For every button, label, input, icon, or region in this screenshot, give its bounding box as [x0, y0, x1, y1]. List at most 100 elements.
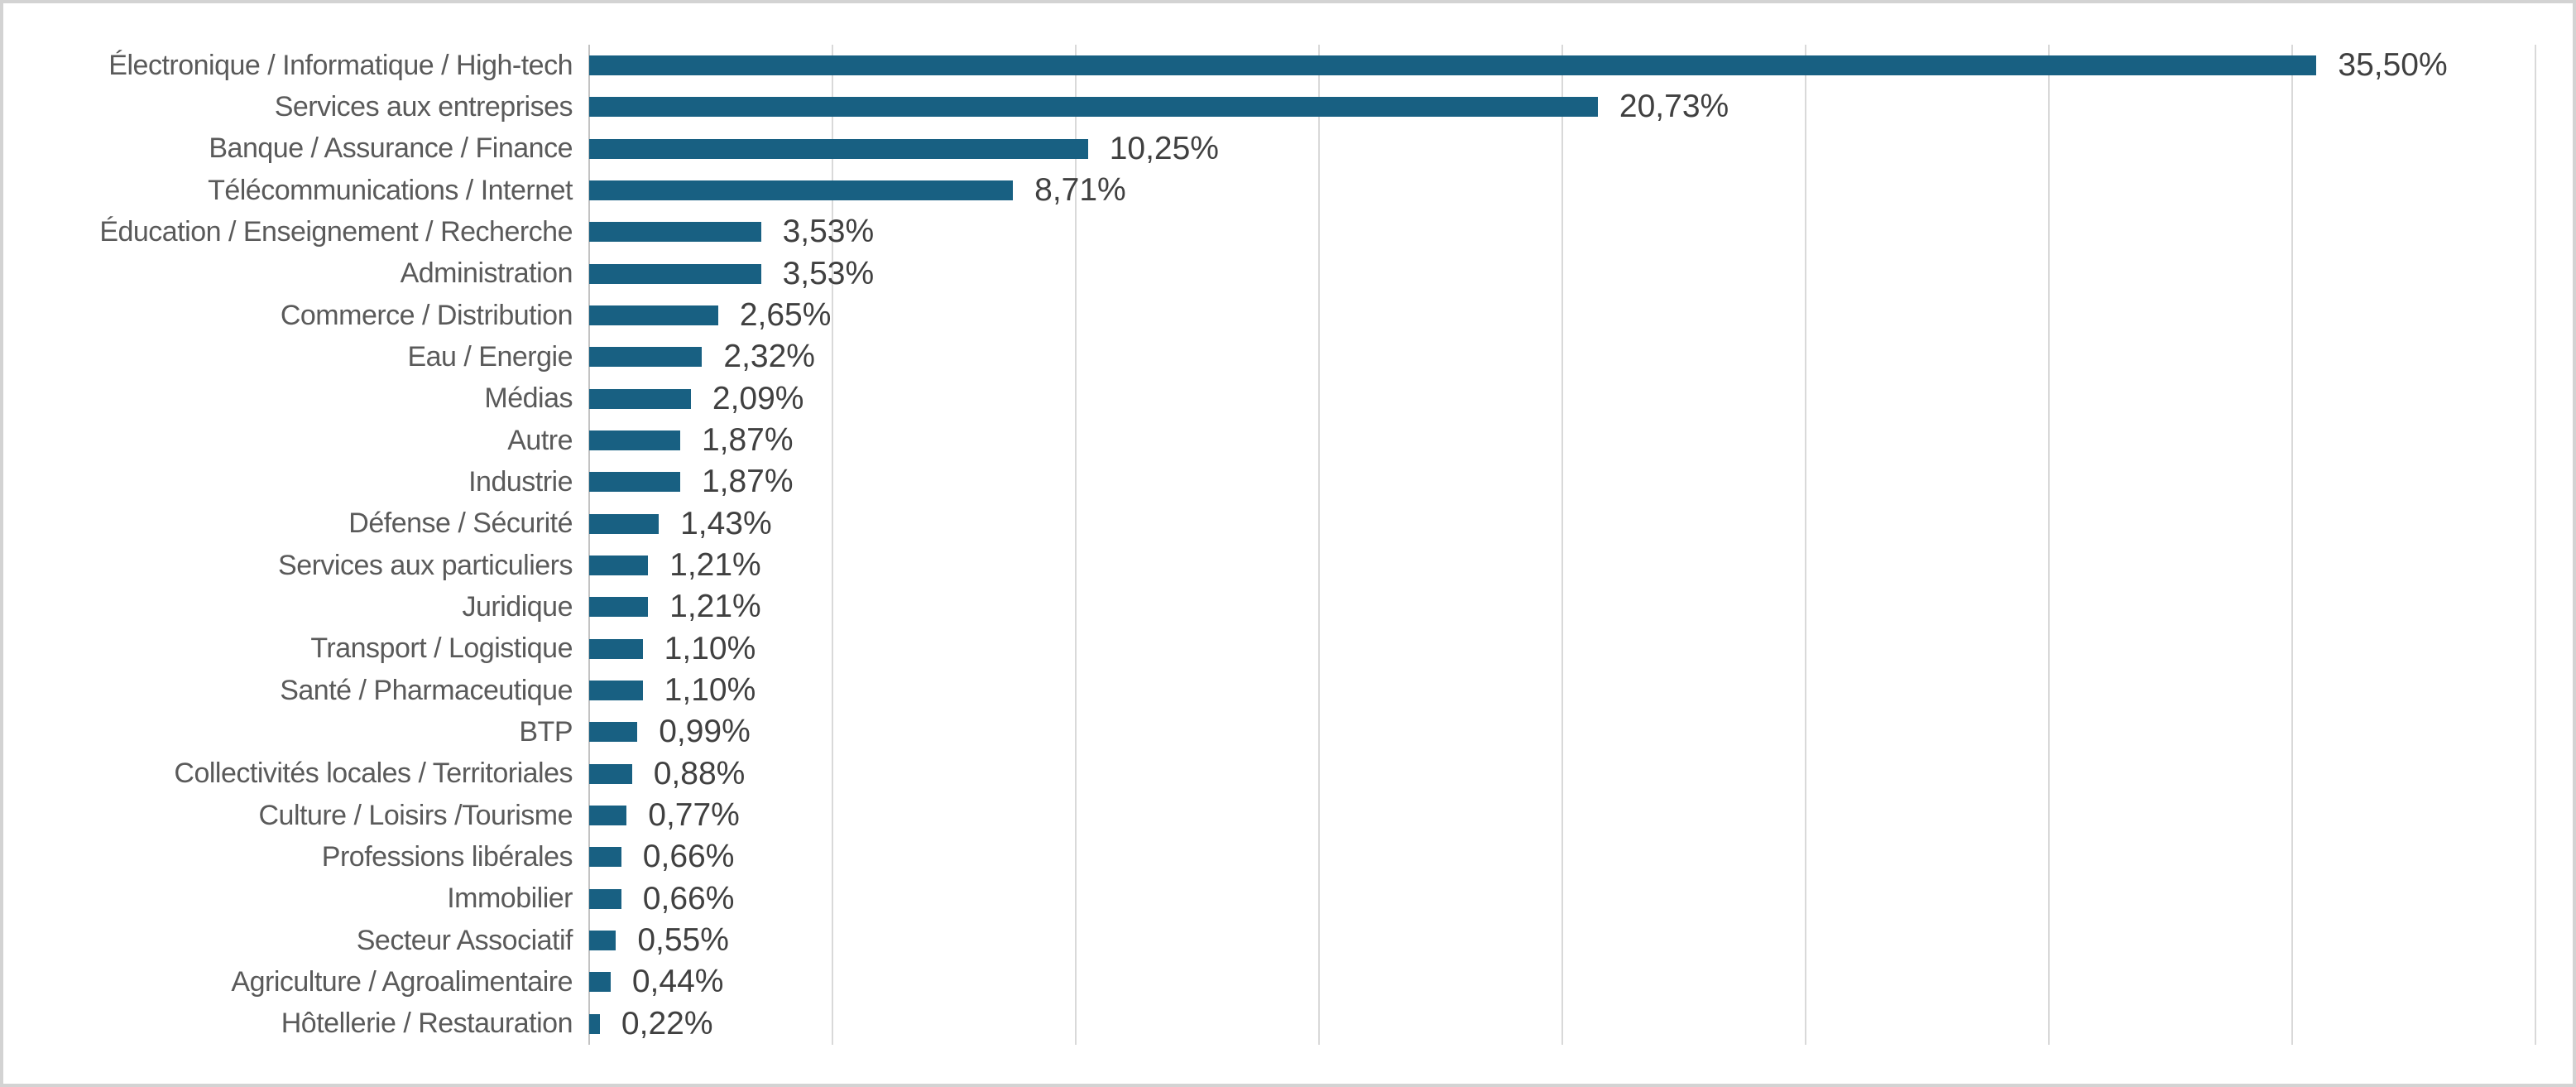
category-label: Hôtellerie / Restauration [281, 1008, 573, 1040]
value-label: 0,66% [642, 839, 735, 875]
value-label: 1,43% [680, 505, 772, 541]
bar [589, 1013, 600, 1034]
category-label: Médias [484, 382, 573, 415]
chart-row: Administration 3,53% [3, 253, 2573, 295]
category-label: Éducation / Enseignement / Recherche [99, 215, 573, 248]
chart-row: Autre 1,87% [3, 420, 2573, 461]
bar [589, 138, 1088, 159]
gridline [1075, 45, 1077, 1045]
category-label: Services aux particuliers [278, 549, 573, 581]
category-label: Commerce / Distribution [280, 299, 573, 331]
chart-row: Transport / Logistique 1,10% [3, 628, 2573, 670]
bar [589, 472, 680, 493]
bar [589, 972, 611, 993]
gridline [2291, 45, 2293, 1045]
chart-row: Industrie 1,87% [3, 461, 2573, 503]
bar [589, 513, 660, 534]
gridline [2048, 45, 2050, 1045]
bar [589, 722, 638, 743]
chart-row: Défense / Sécurité 1,43% [3, 503, 2573, 545]
category-label: Télécommunications / Internet [208, 174, 573, 206]
category-label: Banque / Assurance / Finance [209, 132, 573, 165]
chart-row: Agriculture / Agroalimentaire 0,44% [3, 961, 2573, 1003]
plot-area [588, 45, 2536, 1045]
bar [589, 888, 621, 909]
chart-row: Collectivités locales / Territoriales 0,8… [3, 753, 2573, 795]
value-label: 1,21% [669, 547, 761, 584]
category-label: Santé / Pharmaceutique [280, 674, 573, 706]
value-label: 0,88% [653, 755, 746, 791]
value-label: 1,21% [669, 589, 761, 625]
chart-row: Banque / Assurance / Finance 10,25% [3, 128, 2573, 170]
bar [589, 388, 691, 409]
gridline [1318, 45, 1320, 1045]
category-label: Juridique [462, 590, 573, 623]
bar [589, 763, 632, 784]
chart-row: Commerce / Distribution 2,65% [3, 295, 2573, 336]
value-label: 1,10% [664, 672, 756, 709]
category-label: Électronique / Informatique / High-tech [108, 49, 573, 81]
value-label: 20,73% [1619, 89, 1729, 125]
value-label: 0,22% [621, 1005, 713, 1041]
bar [589, 263, 761, 284]
bar [589, 222, 761, 243]
value-label: 2,32% [723, 339, 815, 375]
category-label: Secteur Associatif [356, 924, 573, 956]
category-label: Immobilier [447, 883, 573, 915]
gridline [1561, 45, 1563, 1045]
bar [589, 55, 2317, 76]
bar [589, 847, 621, 868]
bar [589, 597, 649, 618]
category-label: Industrie [468, 465, 573, 498]
bar [589, 806, 627, 826]
chart-row: Télécommunications / Internet 8,71% [3, 170, 2573, 211]
value-label: 0,99% [659, 714, 751, 750]
value-label: 0,66% [642, 880, 735, 916]
gridline [2535, 45, 2536, 1045]
chart-row: Médias 2,09% [3, 378, 2573, 420]
category-label: Culture / Loisirs /Tourisme [258, 799, 573, 831]
value-label: 1,87% [701, 422, 794, 459]
chart-row: Services aux particuliers 1,21% [3, 545, 2573, 586]
chart-row: Santé / Pharmaceutique 1,10% [3, 670, 2573, 711]
category-label: Professions libérales [321, 840, 573, 873]
chart-row: Juridique 1,21% [3, 586, 2573, 628]
category-label: Services aux entreprises [274, 90, 573, 123]
chart-row: Professions libérales 0,66% [3, 836, 2573, 878]
chart-row: Eau / Energie 2,32% [3, 336, 2573, 378]
chart-row: Culture / Loisirs /Tourisme 0,77% [3, 795, 2573, 836]
value-label: 10,25% [1109, 130, 1219, 166]
category-label: Défense / Sécurité [348, 507, 573, 540]
value-label: 0,55% [637, 922, 729, 959]
bar [589, 305, 718, 326]
category-label: Autre [507, 424, 573, 456]
bar [589, 931, 616, 951]
gridline [1805, 45, 1806, 1045]
category-axis-line [588, 45, 590, 1045]
bar [589, 556, 649, 576]
value-label: 3,53% [782, 255, 875, 291]
chart-row: BTP 0,99% [3, 711, 2573, 753]
value-label: 1,10% [664, 630, 756, 666]
value-label: 8,71% [1034, 172, 1126, 209]
value-label: 2,65% [739, 297, 832, 334]
value-label: 0,77% [648, 797, 740, 834]
chart-row: Secteur Associatif 0,55% [3, 920, 2573, 961]
bar [589, 347, 703, 368]
category-label: Administration [400, 257, 573, 290]
chart-row: Hôtellerie / Restauration 0,22% [3, 1003, 2573, 1045]
gridline [832, 45, 833, 1045]
category-label: BTP [519, 715, 573, 748]
bar [589, 97, 1598, 118]
category-label: Eau / Energie [407, 340, 573, 373]
chart-row: Éducation / Enseignement / Recherche 3,53… [3, 211, 2573, 253]
category-label: Transport / Logistique [310, 632, 573, 665]
chart-row: Services aux entreprises 20,73% [3, 86, 2573, 127]
bar [589, 638, 643, 659]
value-label: 1,87% [701, 464, 794, 500]
value-label: 35,50% [2338, 47, 2448, 84]
bar [589, 180, 1014, 201]
bar [589, 681, 643, 701]
value-label: 3,53% [782, 214, 875, 250]
